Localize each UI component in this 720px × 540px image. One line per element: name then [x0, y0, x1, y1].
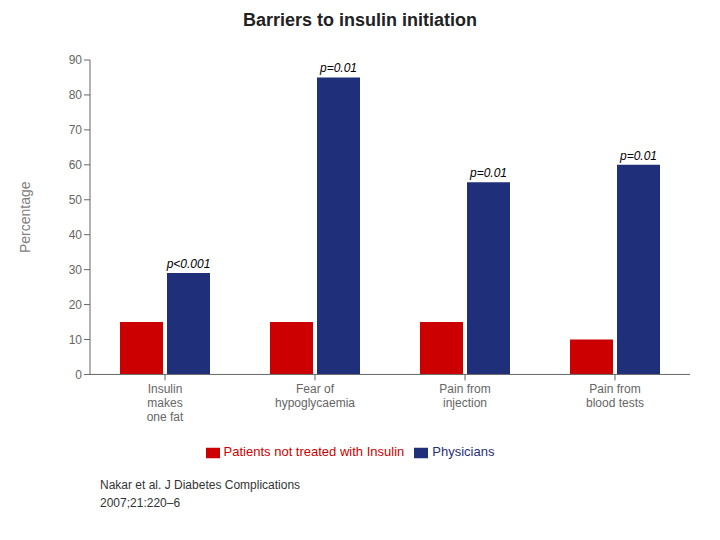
svg-text:Fear ofhypoglycaemia: Fear ofhypoglycaemia: [275, 382, 355, 410]
html-text:Nakar et al. J Diabetes Compli: Nakar et al. J Diabetes Complications: [100, 478, 301, 492]
svg-text:50: 50: [69, 193, 83, 207]
svg-text:Insulinmakesone fat: Insulinmakesone fat: [147, 382, 184, 424]
svg-text:p<0.001: p<0.001: [166, 257, 211, 271]
svg-text:p=0.01: p=0.01: [619, 149, 657, 163]
svg-text:Pain fromblood tests: Pain fromblood tests: [586, 382, 644, 410]
svg-text:60: 60: [69, 158, 83, 172]
svg-text:Pain frominjection: Pain frominjection: [439, 382, 490, 410]
svg-text:30: 30: [69, 263, 83, 277]
html-text:2007;21:220–6: 2007;21:220–6: [100, 496, 181, 510]
svg-text:80: 80: [69, 88, 83, 102]
svg-text:p=0.01: p=0.01: [469, 166, 507, 180]
html-text:Barriers to insulin initiation: Barriers to insulin initiation: [243, 10, 477, 30]
svg-text:0: 0: [75, 368, 82, 382]
svg-text:Percentage: Percentage: [17, 181, 33, 253]
svg-text:70: 70: [69, 123, 83, 137]
html-text:Physicians: Physicians: [432, 444, 495, 460]
html-text:Patients not treated with Insu: Patients not treated with Insulin: [223, 444, 405, 460]
svg-text:10: 10: [69, 333, 83, 347]
svg-text:90: 90: [69, 53, 83, 67]
svg-text:p=0.01: p=0.01: [319, 61, 357, 75]
svg-text:20: 20: [69, 298, 83, 312]
svg-text:40: 40: [69, 228, 83, 242]
